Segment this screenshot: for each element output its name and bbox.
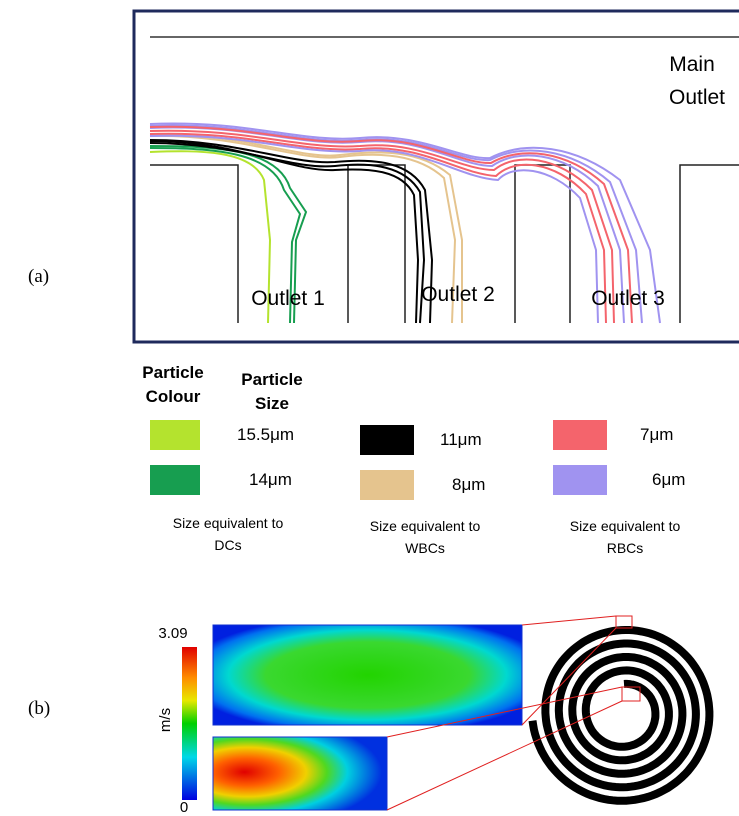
main-outlet-label: Main [669, 53, 715, 76]
colorbar-unit: m/s [157, 708, 174, 732]
spiral-channel [533, 630, 710, 801]
figure: (a) Main Outlet Outlet 1 Outlet 2 Outlet… [0, 0, 739, 816]
caption: Size equivalent to [370, 518, 481, 534]
caption: Size equivalent to [570, 518, 681, 534]
colorbar-max: 3.09 [158, 625, 187, 642]
spiral-path [533, 630, 710, 801]
caption: WBCs [405, 540, 445, 556]
swatch [150, 420, 200, 450]
velocity-contour [213, 737, 387, 810]
swatch [360, 425, 414, 455]
caption: DCs [214, 537, 241, 553]
outlet-label: Outlet 2 [421, 283, 495, 306]
swatch [150, 465, 200, 495]
outlet-label: Outlet 1 [251, 287, 325, 310]
size-label: 11μm [440, 430, 482, 449]
size-label: 14μm [249, 470, 292, 489]
swatch [360, 470, 414, 500]
legend-header: Colour [146, 387, 201, 406]
size-label: 6μm [652, 470, 685, 489]
caption: Size equivalent to [173, 515, 284, 531]
colorbar-min: 0 [180, 799, 188, 816]
caption: RBCs [607, 540, 644, 556]
size-label: 8μm [452, 475, 485, 494]
main-outlet-label: Outlet [669, 86, 725, 109]
swatch [553, 420, 607, 450]
outlet-label: Outlet 3 [591, 287, 665, 310]
legend-header: Size [255, 394, 289, 413]
panel-label: (b) [28, 698, 50, 719]
swatch [553, 465, 607, 495]
colorbar [182, 647, 197, 800]
size-label: 7μm [640, 425, 673, 444]
velocity-contour [213, 625, 522, 725]
size-label: 15.5μm [237, 425, 294, 444]
legend-header: Particle [241, 370, 302, 389]
legend-header: Particle [142, 363, 203, 382]
legend: 15.5μm 14μm Size equivalent to DCs 11μm 8μm Si… [150, 420, 685, 556]
panel-label: (a) [28, 266, 49, 287]
